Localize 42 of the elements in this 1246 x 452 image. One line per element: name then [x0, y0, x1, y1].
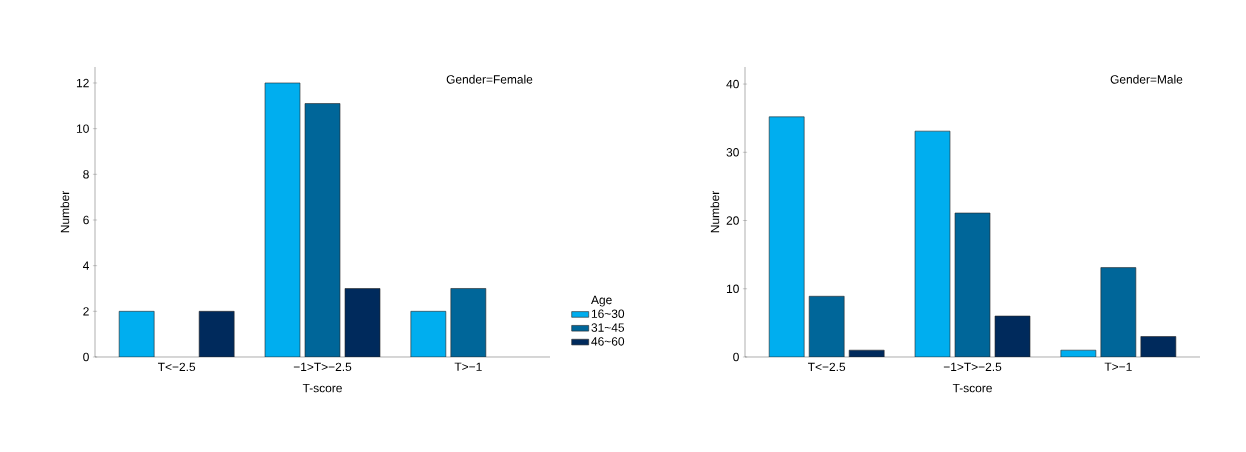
- bar: [410, 311, 447, 357]
- bar: [954, 212, 991, 357]
- y-tick-label: 12: [76, 78, 89, 88]
- bar: [914, 130, 951, 357]
- legend-title: Age: [591, 295, 612, 307]
- x-tick-label: −1>T>−2.5: [293, 362, 352, 372]
- bar: [264, 82, 301, 357]
- y-tick-label: 30: [726, 148, 739, 157]
- y-tick-label: 0: [83, 352, 89, 362]
- bar: [344, 288, 381, 357]
- annotation: Gender=Male: [1110, 74, 1183, 84]
- annotation: Gender=Female: [446, 74, 533, 84]
- y-axis-title: Number: [710, 190, 720, 233]
- bar: [768, 116, 805, 357]
- x-tick-label: −1>T>−2.5: [943, 362, 1002, 372]
- x-tick-label: T>−1: [454, 362, 482, 371]
- y-tick-label: 40: [726, 79, 739, 89]
- legend-label: 46~60: [591, 337, 625, 346]
- y-tick-label: 6: [83, 215, 89, 225]
- y-tick-label: 8: [83, 170, 89, 179]
- x-axis-title: T-score: [952, 383, 992, 393]
- bar: [450, 288, 487, 357]
- y-tick-label: 10: [76, 124, 89, 133]
- x-axis-title: T-score: [302, 383, 342, 393]
- x-tick-label: T<−2.5: [157, 362, 196, 372]
- y-tick-label: 2: [83, 307, 89, 316]
- x-tick-label: T>−1: [1104, 362, 1132, 371]
- bar: [1100, 267, 1137, 357]
- y-tick-label: 4: [82, 261, 89, 270]
- bar: [808, 295, 845, 357]
- legend-label: 16~30: [591, 309, 625, 318]
- bar: [304, 103, 341, 357]
- bar: [198, 311, 235, 357]
- bar: [118, 311, 155, 357]
- y-tick-label: 10: [726, 284, 739, 293]
- y-axis-title: Number: [60, 190, 70, 233]
- y-tick-label: 0: [733, 352, 739, 362]
- bar: [1140, 336, 1177, 357]
- y-tick-label: 20: [726, 216, 739, 225]
- x-tick-label: T<−2.5: [808, 362, 846, 372]
- bar: [994, 315, 1031, 357]
- legend-label: 31~45: [591, 323, 625, 332]
